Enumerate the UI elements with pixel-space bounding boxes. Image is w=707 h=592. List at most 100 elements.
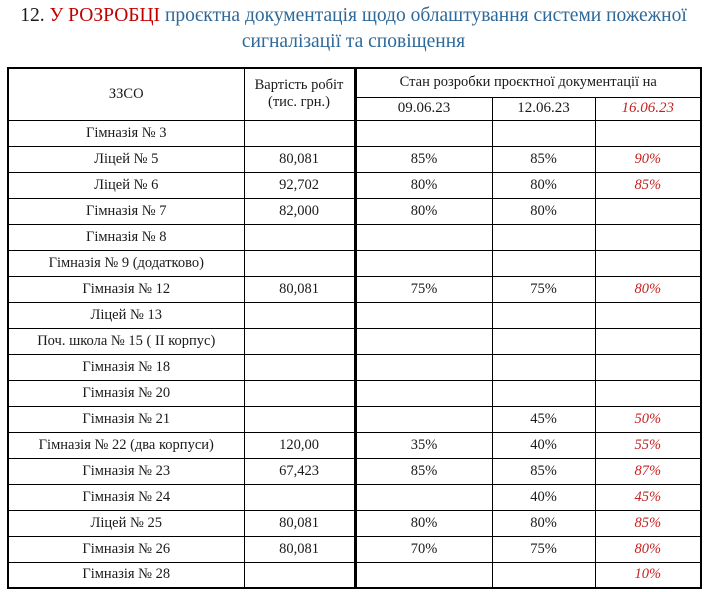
cost-cell [243,405,356,433]
status-1606-cell: 45% [594,483,702,511]
status-0906-cell [353,119,493,147]
status-0906-cell: 80% [353,171,493,199]
cost-cell [243,353,356,381]
school-name-cell: Гімназія № 3 [7,119,245,147]
cost-cell [243,483,356,511]
table-row: Гімназія № 18 [7,353,702,381]
status-1606-cell: 55% [594,431,702,459]
school-name-cell: Гімназія № 8 [7,223,245,251]
status-0906-cell: 70% [353,535,493,563]
header-row-dates: 09.06.23 12.06.23 16.06.23 [8,96,702,121]
status-1606-cell: 80% [594,535,702,563]
status-1206-cell [491,301,596,329]
table-row: Гімназія № 21 45% 50% [7,405,702,433]
table-row: Гімназія № 24 40% 45% [7,483,702,511]
status-1606-cell [594,301,702,329]
school-name-cell: Гімназія № 26 [7,535,245,563]
cost-cell [243,119,356,147]
table-row: Поч. школа № 15 ( ІІ корпус) [7,327,702,355]
header-cost: Вартість робіт (тис. грн.) [243,67,356,121]
school-name-cell: Ліцей № 6 [7,171,245,199]
status-0906-cell [353,379,493,407]
school-name-cell: Гімназія № 7 [7,197,245,225]
status-0906-cell [353,223,493,251]
school-name-cell: Ліцей № 25 [7,509,245,537]
school-name-cell: Гімназія № 12 [7,275,245,303]
status-1606-cell: 10% [594,561,702,589]
table-row: Гімназія № 22 (два корпуси) 120,00 35% 40% 5… [7,431,702,459]
header-date-1: 09.06.23 [353,96,493,121]
table-row: Ліцей № 25 80,081 80% 80% 85% [7,509,702,537]
status-1606-cell [594,223,702,251]
title-line-2: сигналізації та сповіщення [241,31,466,52]
cost-cell [243,301,356,329]
title-text: проєктна документація щодо облаштування … [164,5,687,26]
status-1206-cell: 80% [491,197,596,225]
cost-cell [243,379,356,407]
status-0906-cell: 85% [353,457,493,485]
status-1606-cell [594,327,702,355]
status-1206-cell: 85% [491,145,596,173]
status-0906-cell: 80% [353,509,493,537]
status-0906-cell [353,327,493,355]
status-1206-cell [491,249,596,277]
status-1606-cell [594,249,702,277]
table-row: Гімназія № 8 [7,223,702,251]
status-1206-cell [491,223,596,251]
header-school: ЗЗСО [7,67,245,121]
school-name-cell: Гімназія № 21 [7,405,245,433]
status-0906-cell [353,561,493,589]
header-date-2: 12.06.23 [491,96,596,121]
status-1606-cell [594,197,702,225]
school-name-cell: Гімназія № 22 (два корпуси) [7,431,245,459]
status-0906-cell: 75% [353,275,493,303]
table-header: ЗЗСО Вартість робіт (тис. грн.) Стан роз… [7,67,702,121]
status-0906-cell: 80% [353,197,493,225]
status-1606-cell: 85% [594,171,702,199]
cost-cell: 80,081 [243,535,356,563]
status-1606-cell: 85% [594,509,702,537]
cost-cell [243,327,356,355]
school-name-cell: Ліцей № 13 [7,301,245,329]
status-0906-cell [353,301,493,329]
header-date-3: 16.06.23 [594,96,702,121]
school-name-cell: Поч. школа № 15 ( ІІ корпус) [7,327,245,355]
table-row: Гімназія № 9 (додатково) [7,249,702,277]
status-0906-cell [353,249,493,277]
school-name-cell: Гімназія № 18 [7,353,245,381]
status-1206-cell: 75% [491,275,596,303]
status-1206-cell [491,353,596,381]
table-body: Гімназія № 3 Ліцей № 5 80,081 85% 85% 90% Ліце… [7,119,702,589]
table-row: Гімназія № 12 80,081 75% 75% 80% [7,275,702,303]
page-title: 12. У РОЗРОБЦІ проєктна документація щод… [0,0,707,55]
status-0906-cell [353,405,493,433]
status-1206-cell [491,561,596,589]
cost-cell: 92,702 [243,171,356,199]
status-1606-cell: 90% [594,145,702,173]
table-row: Гімназія № 28 10% [7,561,702,589]
title-number: 12. [20,5,45,26]
status-1606-cell: 87% [594,457,702,485]
cost-cell: 67,423 [243,457,356,485]
cost-cell: 80,081 [243,509,356,537]
table-row: Ліцей № 6 92,702 80% 80% 85% [7,171,702,199]
table-row: Гімназія № 26 80,081 70% 75% 80% [7,535,702,563]
header-status-group: Стан розробки проєктної документації на [353,67,702,98]
school-name-cell: Гімназія № 23 [7,457,245,485]
school-name-cell: Ліцей № 5 [7,145,245,173]
status-1606-cell: 50% [594,405,702,433]
status-1206-cell: 45% [491,405,596,433]
data-table: ЗЗСО Вартість робіт (тис. грн.) Стан роз… [7,67,702,589]
school-name-cell: Гімназія № 24 [7,483,245,511]
status-1206-cell: 75% [491,535,596,563]
cost-cell: 80,081 [243,275,356,303]
school-name-cell: Гімназія № 9 (додатково) [7,249,245,277]
status-1606-cell: 80% [594,275,702,303]
cost-cell [243,249,356,277]
status-1206-cell: 85% [491,457,596,485]
status-0906-cell [353,353,493,381]
table-row: Гімназія № 7 82,000 80% 80% [7,197,702,225]
status-0906-cell [353,483,493,511]
status-1206-cell: 80% [491,509,596,537]
status-1606-cell [594,379,702,407]
